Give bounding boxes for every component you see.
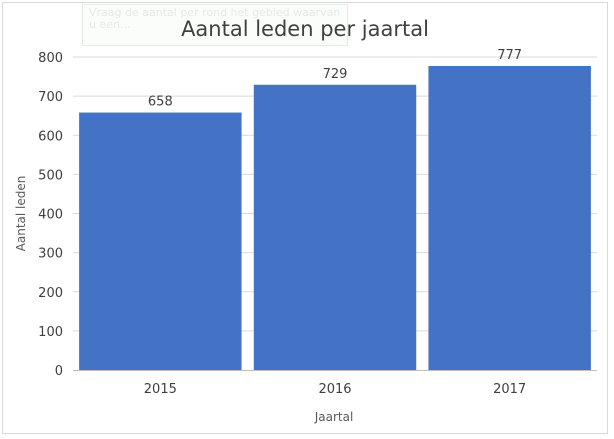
x-axis-ticks: 2015 2016 2017 bbox=[144, 382, 526, 397]
bar bbox=[428, 65, 591, 370]
y-tick-label: 100 bbox=[38, 325, 63, 340]
x-axis-title: Jaartal bbox=[314, 410, 354, 424]
data-label: 729 bbox=[323, 67, 348, 82]
y-tick-label: 600 bbox=[38, 129, 63, 144]
bars bbox=[79, 65, 591, 371]
chart-title: Aantal leden per jaartal bbox=[181, 17, 429, 41]
y-tick-label: 700 bbox=[38, 90, 63, 105]
y-tick-label: 500 bbox=[38, 168, 63, 183]
y-tick-label: 0 bbox=[55, 364, 63, 379]
y-tick-label: 300 bbox=[38, 247, 63, 262]
x-tick-label: 2017 bbox=[493, 382, 526, 397]
background-ghost-text: Vraag de aantal per rond het gebied waar… bbox=[82, 4, 348, 46]
y-axis-title: Aantal leden bbox=[14, 176, 28, 252]
bar bbox=[253, 84, 417, 370]
y-axis-ticks: 0 100 200 300 400 500 600 700 800 bbox=[38, 51, 63, 379]
data-label: 777 bbox=[497, 48, 522, 63]
y-tick-label: 400 bbox=[38, 208, 63, 223]
bar bbox=[79, 112, 242, 371]
y-tick-label: 800 bbox=[38, 51, 63, 66]
x-tick-label: 2016 bbox=[318, 382, 351, 397]
x-tick-label: 2015 bbox=[144, 382, 177, 397]
y-tick-label: 200 bbox=[38, 286, 63, 301]
data-labels: 658 729 777 bbox=[148, 48, 522, 110]
data-label: 658 bbox=[148, 95, 173, 110]
